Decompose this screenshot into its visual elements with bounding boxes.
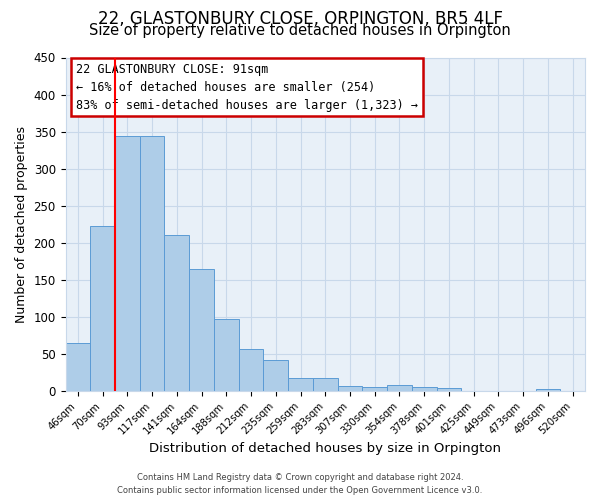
Bar [338, 386, 362, 391]
Bar [239, 349, 263, 391]
Bar [437, 388, 461, 391]
Text: 22 GLASTONBURY CLOSE: 91sqm
← 16% of detached houses are smaller (254)
83% of se: 22 GLASTONBURY CLOSE: 91sqm ← 16% of det… [76, 62, 418, 112]
Bar [90, 226, 115, 391]
Bar [362, 388, 387, 391]
Bar [214, 319, 239, 391]
Bar [387, 385, 412, 391]
Bar [140, 136, 164, 391]
Bar [65, 343, 90, 391]
Bar [313, 378, 338, 391]
Bar [263, 360, 288, 391]
Bar [412, 388, 437, 391]
Text: Size of property relative to detached houses in Orpington: Size of property relative to detached ho… [89, 22, 511, 38]
Text: Contains HM Land Registry data © Crown copyright and database right 2024.
Contai: Contains HM Land Registry data © Crown c… [118, 474, 482, 495]
Bar [115, 136, 140, 391]
Bar [164, 236, 189, 391]
Bar [536, 389, 560, 391]
Text: 22, GLASTONBURY CLOSE, ORPINGTON, BR5 4LF: 22, GLASTONBURY CLOSE, ORPINGTON, BR5 4L… [97, 10, 503, 28]
X-axis label: Distribution of detached houses by size in Orpington: Distribution of detached houses by size … [149, 442, 501, 455]
Y-axis label: Number of detached properties: Number of detached properties [15, 126, 28, 323]
Bar [288, 378, 313, 391]
Bar [189, 269, 214, 391]
